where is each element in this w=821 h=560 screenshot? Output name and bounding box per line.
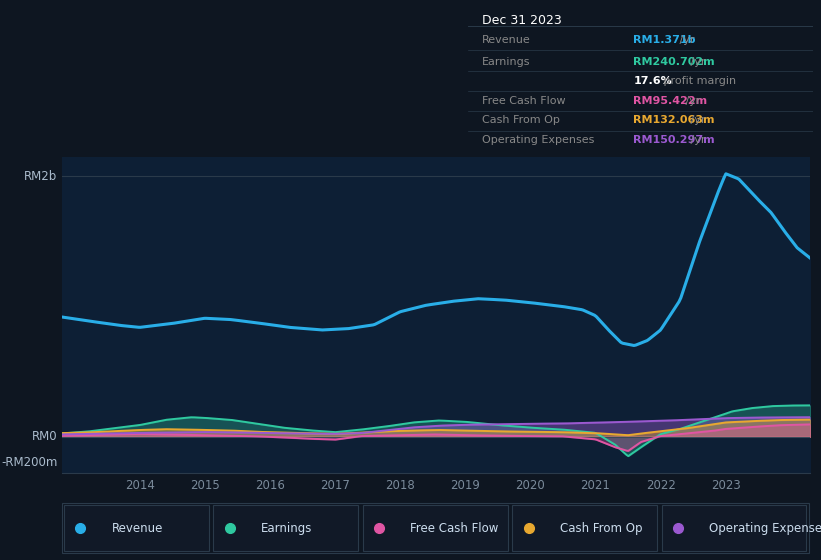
- Text: /yr: /yr: [687, 57, 705, 67]
- Text: /yr: /yr: [677, 35, 695, 45]
- Text: Earnings: Earnings: [261, 521, 313, 535]
- Text: RM150.297m: RM150.297m: [634, 135, 715, 144]
- Text: RM95.422m: RM95.422m: [634, 96, 708, 106]
- Text: /yr: /yr: [687, 135, 705, 144]
- Text: 17.6%: 17.6%: [634, 76, 672, 86]
- Text: Dec 31 2023: Dec 31 2023: [482, 15, 562, 27]
- Text: /yr: /yr: [687, 115, 705, 125]
- Text: Free Cash Flow: Free Cash Flow: [410, 521, 499, 535]
- Text: /yr: /yr: [681, 96, 700, 106]
- FancyBboxPatch shape: [512, 505, 657, 551]
- Text: Operating Expenses: Operating Expenses: [482, 135, 594, 144]
- Text: RM0: RM0: [32, 430, 57, 444]
- Text: Cash From Op: Cash From Op: [560, 521, 642, 535]
- FancyBboxPatch shape: [662, 505, 806, 551]
- Text: RM2b: RM2b: [25, 170, 57, 183]
- FancyBboxPatch shape: [64, 505, 209, 551]
- FancyBboxPatch shape: [363, 505, 507, 551]
- FancyBboxPatch shape: [213, 505, 358, 551]
- Text: profit margin: profit margin: [660, 76, 736, 86]
- Text: Revenue: Revenue: [112, 521, 163, 535]
- Text: Earnings: Earnings: [482, 57, 530, 67]
- Text: Operating Expenses: Operating Expenses: [709, 521, 821, 535]
- Text: Free Cash Flow: Free Cash Flow: [482, 96, 566, 106]
- Text: Cash From Op: Cash From Op: [482, 115, 560, 125]
- Text: RM132.063m: RM132.063m: [634, 115, 715, 125]
- Text: Revenue: Revenue: [482, 35, 530, 45]
- Text: -RM200m: -RM200m: [1, 456, 57, 469]
- Text: RM240.702m: RM240.702m: [634, 57, 715, 67]
- Text: RM1.371b: RM1.371b: [634, 35, 696, 45]
